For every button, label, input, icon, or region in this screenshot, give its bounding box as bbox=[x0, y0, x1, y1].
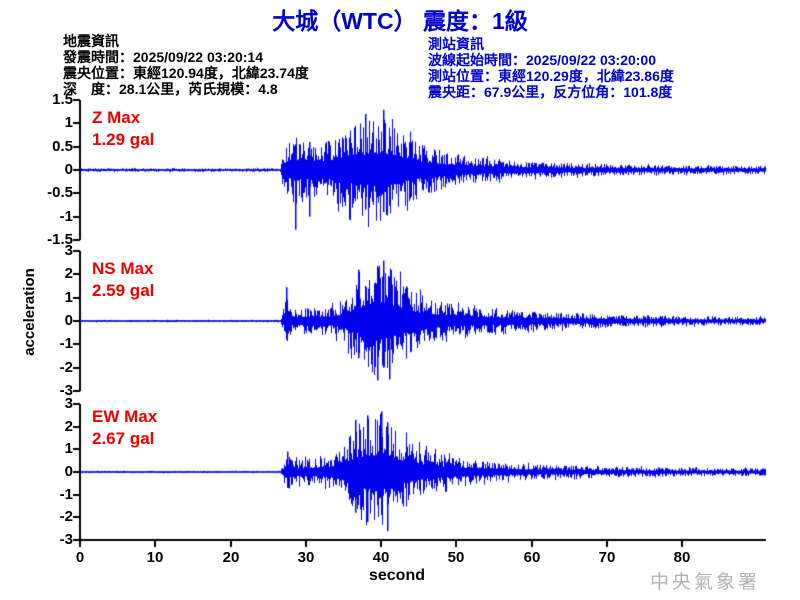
y-tick-label: -3 bbox=[59, 531, 73, 548]
x-tick-label: 20 bbox=[222, 549, 240, 566]
y-tick-label: 1 bbox=[64, 114, 73, 131]
y-tick-label: 2 bbox=[64, 418, 73, 435]
ns-max-name: NS Max bbox=[92, 259, 154, 278]
station-info-heading: 測站資訊 bbox=[428, 36, 484, 52]
depth-magnitude: 深 度：28.1公里，芮氏規模：4.8 bbox=[63, 81, 278, 97]
y-tick-label: -1.5 bbox=[47, 231, 73, 248]
x-tick-label: 60 bbox=[523, 549, 541, 566]
station-location: 測站位置：東經120.29度，北緯23.86度 bbox=[428, 68, 674, 84]
ew-max-value: 2.67 gal bbox=[92, 429, 155, 448]
x-tick-label: 30 bbox=[297, 549, 315, 566]
ns-max-value: 2.59 gal bbox=[92, 281, 155, 300]
z-max-label: Z Max 1.29 gal bbox=[92, 107, 154, 151]
y-tick-label: -1 bbox=[59, 486, 73, 503]
z-max-name: Z Max bbox=[92, 108, 141, 127]
z-max-value: 1.29 gal bbox=[92, 130, 155, 149]
y-tick-label: -2 bbox=[59, 508, 73, 525]
y-tick-label: 0.5 bbox=[52, 138, 73, 155]
trace-start-time: 波線起始時間：2025/09/22 03:20:00 bbox=[428, 52, 656, 68]
x-tick-label: 40 bbox=[372, 549, 390, 566]
distance-azimuth: 震央距：67.9公里，反方位角：101.8度 bbox=[428, 84, 673, 100]
x-tick-label: 50 bbox=[447, 549, 465, 566]
earthquake-info-block: 地震資訊 發震時間：2025/09/22 03:20:14 震央位置：東經120… bbox=[63, 33, 309, 97]
y-tick-label: 0 bbox=[64, 463, 73, 480]
x-tick-label: 70 bbox=[598, 549, 616, 566]
y-tick-label: 1 bbox=[64, 440, 73, 457]
y-tick-label: 0 bbox=[64, 161, 73, 178]
y-tick-label: -3 bbox=[59, 382, 73, 399]
origin-time: 發震時間：2025/09/22 03:20:14 bbox=[63, 49, 263, 65]
ew-max-label: EW Max 2.67 gal bbox=[92, 406, 157, 450]
y-tick-label: 1.5 bbox=[52, 91, 73, 108]
y-tick-label: 2 bbox=[64, 265, 73, 282]
y-tick-label: -1 bbox=[59, 208, 73, 225]
y-tick-label: 0 bbox=[64, 312, 73, 329]
ew-max-name: EW Max bbox=[92, 407, 158, 426]
y-tick-label: -0.5 bbox=[47, 184, 73, 201]
x-tick-label: 80 bbox=[673, 549, 691, 566]
x-tick-label: 0 bbox=[75, 549, 85, 566]
y-tick-label: -1 bbox=[59, 335, 73, 352]
y-tick-label: -2 bbox=[59, 359, 73, 376]
agency-watermark: 中央氣象署 bbox=[650, 571, 761, 593]
station-info-block: 測站資訊 波線起始時間：2025/09/22 03:20:00 測站位置：東經1… bbox=[428, 36, 674, 100]
y-tick-label: 3 bbox=[64, 395, 73, 412]
x-tick-label: 10 bbox=[146, 549, 164, 566]
epicenter-location: 震央位置：東經120.94度，北緯23.74度 bbox=[63, 65, 309, 81]
x-axis-label: second bbox=[368, 567, 425, 584]
earthquake-info-heading: 地震資訊 bbox=[63, 33, 119, 49]
page-title: 大城（WTC） 震度：1級 bbox=[272, 8, 528, 34]
y-tick-label: 3 bbox=[64, 242, 73, 259]
y-tick-label: 1 bbox=[64, 289, 73, 306]
ns-max-label: NS Max 2.59 gal bbox=[92, 258, 154, 302]
